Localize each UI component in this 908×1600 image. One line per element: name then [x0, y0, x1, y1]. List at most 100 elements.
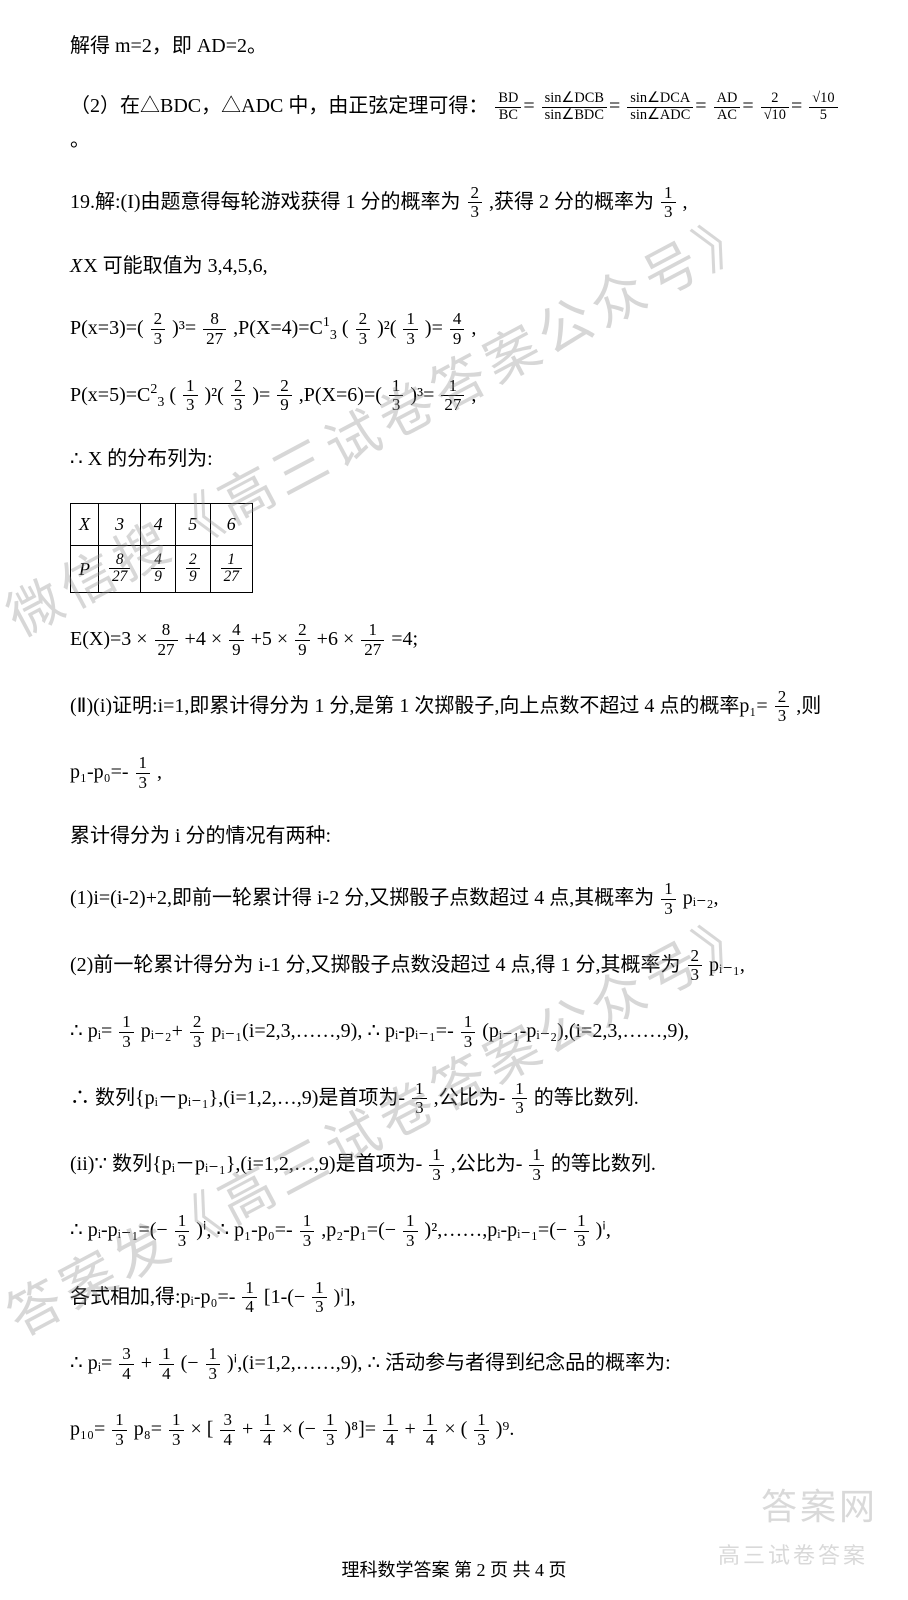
text: × [	[191, 1418, 214, 1440]
fraction: 2√10	[761, 91, 789, 124]
fraction: 13	[136, 754, 151, 792]
text: ,则	[796, 694, 821, 716]
page-content: 解得 m=2，即 AD=2。 （2）在△BDC，△ADC 中，由正弦定理可得： …	[0, 0, 908, 1508]
text-line: (ii)∵ 数列{pᵢ－pᵢ₋₁},(i=1,2,…,9)是首项为- 13 ,公…	[70, 1146, 848, 1184]
text: (pᵢ₋₁-pᵢ₋₂),(i=2,3,……,9),	[482, 1020, 689, 1042]
text: (	[169, 383, 176, 405]
text: (Ⅱ)(i)证明:i=1,即累计得分为 1 分,是第 1 次掷骰子,向上点数不超…	[70, 694, 768, 716]
fraction: 13	[529, 1146, 544, 1184]
text-line: P(x=5)=C23 ( 13 )²( 23 )= 29 ,P(X=6)=( 1…	[70, 377, 848, 415]
text: × (−	[282, 1418, 316, 1440]
text: +	[405, 1418, 416, 1440]
text-line: (2)前一轮累计得分为 i-1 分,又掷骰子点数没超过 4 点,得 1 分,其概…	[70, 947, 848, 985]
table-header-cell: P	[71, 545, 99, 593]
text: pᵢ₋₂,	[683, 887, 719, 909]
text: ,公比为-	[451, 1153, 523, 1175]
text: pᵢ₋₁,	[709, 954, 745, 976]
text: pᵢ₋₁(i=2,3,……,9), ∴ pᵢ-pᵢ₋₁=-	[211, 1020, 453, 1042]
text: P(x=3)=(	[70, 317, 144, 339]
text: 19.解:(I)由题意得每轮游戏获得 1 分的概率为	[70, 191, 461, 213]
fraction: √105	[809, 91, 837, 124]
text: ,	[683, 191, 688, 213]
text: +5 ×	[251, 628, 294, 650]
fraction: 29	[277, 377, 292, 415]
text-line: 解得 m=2，即 AD=2。	[70, 30, 848, 62]
fraction: 29	[295, 621, 310, 659]
text-line: ∴ pᵢ= 34 + 14 (− 13 )ⁱ,(i=1,2,……,9), ∴ 活…	[70, 1345, 848, 1383]
fraction: 14	[159, 1345, 174, 1383]
text: ,	[471, 317, 476, 339]
fraction: 14	[383, 1411, 398, 1449]
text: =4;	[391, 628, 418, 650]
text: × (	[444, 1418, 467, 1440]
fraction: 23	[231, 377, 246, 415]
table-cell: 3	[99, 503, 141, 545]
text: )ⁱ],	[334, 1285, 356, 1307]
text-line: 累计得分为 i 分的情况有两种:	[70, 820, 848, 852]
text: ∴ pᵢ=	[70, 1020, 112, 1042]
text: )³=	[172, 317, 196, 339]
fraction: 13	[169, 1411, 184, 1449]
text: )²(	[205, 383, 224, 405]
text: ,	[471, 383, 476, 405]
fraction: 23	[688, 947, 703, 985]
table-row: P 827 49 29 127	[71, 545, 253, 593]
fraction: 49	[450, 310, 465, 348]
sub: 3	[157, 394, 164, 409]
text-line: (1)i=(i-2)+2,即前一轮累计得 i-2 分,又掷骰子点数超过 4 点,…	[70, 880, 848, 918]
text: )=	[252, 383, 270, 405]
text: )²(	[377, 317, 396, 339]
text: +6 ×	[317, 628, 360, 650]
text-line: E(X)=3 × 827 +4 × 49 +5 × 29 +6 × 127 =4…	[70, 621, 848, 659]
text: ,P(X=4)=C	[233, 317, 323, 339]
fraction: 13	[323, 1411, 338, 1449]
fraction: 13	[206, 1345, 221, 1383]
text: [1-(−	[264, 1285, 305, 1307]
text-line: p₁-p₀=- 13 ,	[70, 754, 848, 792]
fraction: 13	[429, 1146, 444, 1184]
text: pᵢ₋₂+	[141, 1020, 183, 1042]
text-line: ∴ X 的分布列为:	[70, 443, 848, 475]
fraction: 827	[155, 621, 178, 659]
fraction: 127	[441, 377, 464, 415]
fraction: 13	[661, 184, 676, 222]
text: )²,……,pᵢ-pᵢ₋₁=(−	[425, 1219, 568, 1241]
distribution-table: X 3 4 5 6 P 827 49 29 127	[70, 503, 253, 593]
table-header-cell: X	[71, 503, 99, 545]
table-cell: 127	[210, 545, 252, 593]
fraction: 127	[361, 621, 384, 659]
fraction: 49	[229, 621, 244, 659]
page-footer: 理科数学答案 第 2 页 共 4 页	[0, 1556, 908, 1582]
fraction: 14	[423, 1411, 438, 1449]
table-row: X 3 4 5 6	[71, 503, 253, 545]
table-cell: 49	[141, 545, 176, 593]
text: (1)i=(i-2)+2,即前一轮累计得 i-2 分,又掷骰子点数超过 4 点,…	[70, 887, 654, 909]
text: 的等比数列.	[551, 1153, 656, 1175]
fraction: 34	[119, 1345, 134, 1383]
text: P(x=5)=C	[70, 383, 150, 405]
text: )³=	[410, 383, 434, 405]
fraction: sin∠DCBsin∠BDC	[542, 91, 607, 124]
fraction: 13	[403, 310, 418, 348]
text: )ⁱ,	[596, 1219, 611, 1241]
text: 的等比数列.	[534, 1086, 639, 1108]
text-line: 各式相加,得:pᵢ-p₀=- 14 [1-(− 13 )ⁱ],	[70, 1279, 848, 1317]
text-line: X X 可能取值为 3,4,5,6,	[70, 250, 848, 282]
fraction: 13	[389, 377, 404, 415]
fraction: sin∠DCAsin∠ADC	[627, 91, 693, 124]
text: +	[141, 1352, 152, 1374]
text-line: ∴ pᵢ= 13 pᵢ₋₂+ 23 pᵢ₋₁(i=2,3,……,9), ∴ pᵢ…	[70, 1013, 848, 1051]
text: 。	[70, 129, 90, 151]
text: ,公比为-	[434, 1086, 506, 1108]
fraction: 13	[300, 1212, 315, 1250]
sub: 3	[330, 328, 337, 343]
text-line: (Ⅱ)(i)证明:i=1,即累计得分为 1 分,是第 1 次掷骰子,向上点数不超…	[70, 688, 848, 726]
text-line: P(x=3)=( 23 )³= 827 ,P(X=4)=C13 ( 23 )²(…	[70, 310, 848, 348]
text-line: ∴ pᵢ-pᵢ₋₁=(− 13 )ⁱ, ∴ p₁-p₀=- 13 ,p₂-p₁=…	[70, 1212, 848, 1250]
fraction: 14	[242, 1279, 257, 1317]
text: (−	[181, 1352, 199, 1374]
text: )ⁱ,(i=1,2,……,9), ∴ 活动参与者得到纪念品的概率为:	[227, 1352, 671, 1374]
fraction: 23	[468, 184, 483, 222]
fraction: 13	[474, 1411, 489, 1449]
text: (ii)∵ 数列{pᵢ－pᵢ₋₁},(i=1,2,…,9)是首项为-	[70, 1153, 422, 1175]
